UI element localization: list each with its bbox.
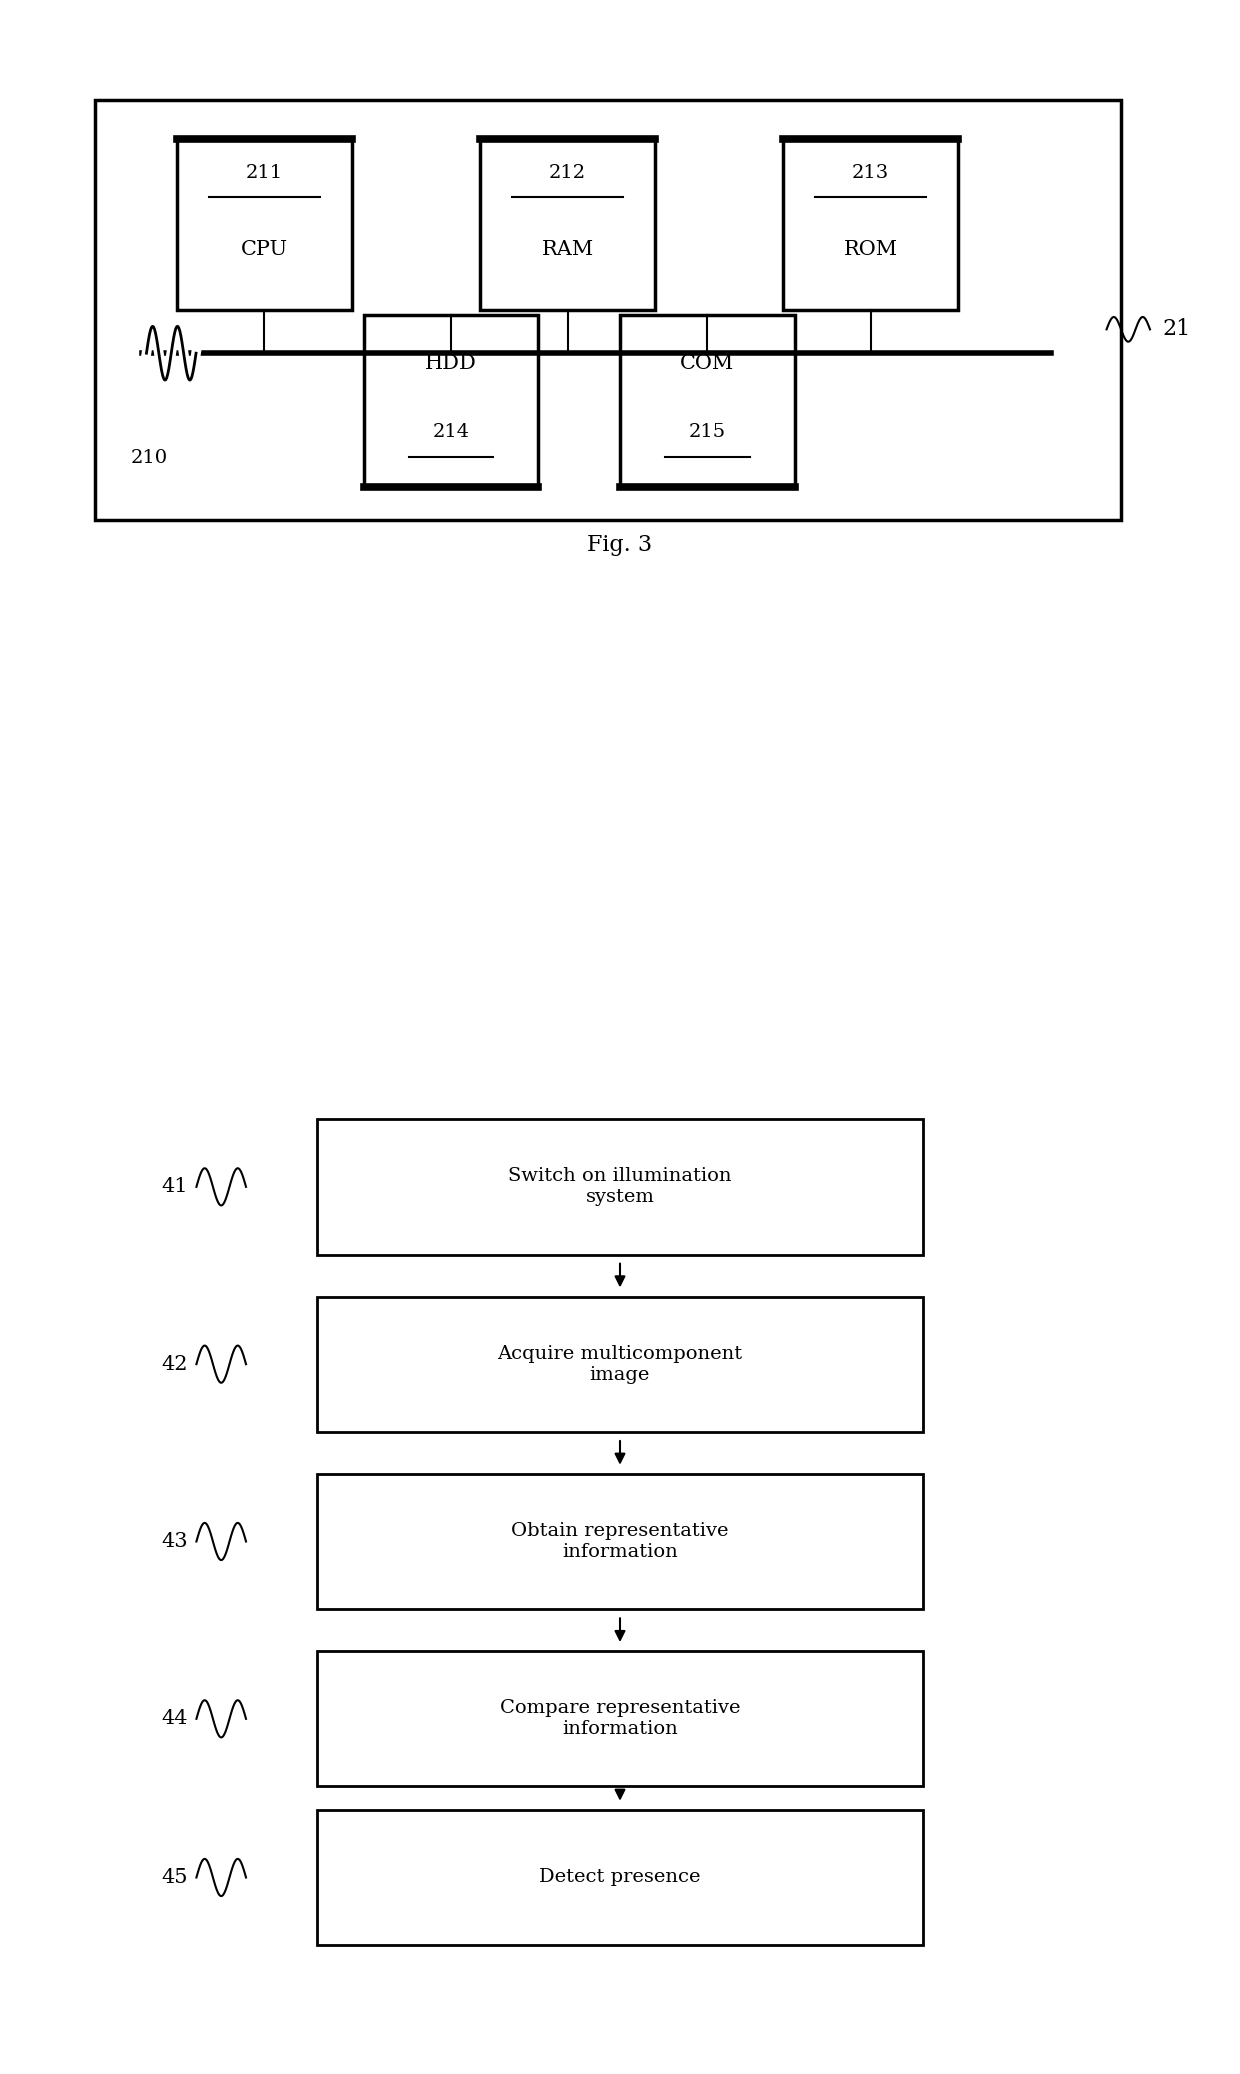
Text: Detect presence: Detect presence <box>539 1869 701 1887</box>
FancyBboxPatch shape <box>317 1296 923 1431</box>
FancyBboxPatch shape <box>177 139 352 311</box>
Text: COM: COM <box>681 355 734 373</box>
Text: 21: 21 <box>1162 317 1190 340</box>
Text: 215: 215 <box>689 423 725 442</box>
Text: 213: 213 <box>852 164 889 183</box>
Text: 44: 44 <box>161 1709 187 1728</box>
Text: ROM: ROM <box>843 241 898 259</box>
FancyBboxPatch shape <box>480 139 655 311</box>
FancyBboxPatch shape <box>317 1475 923 1609</box>
Text: HDD: HDD <box>425 355 477 373</box>
Text: 212: 212 <box>549 164 587 183</box>
Text: Compare representative
information: Compare representative information <box>500 1699 740 1738</box>
Text: 214: 214 <box>433 423 470 442</box>
FancyBboxPatch shape <box>95 100 1121 521</box>
FancyBboxPatch shape <box>620 315 795 487</box>
FancyBboxPatch shape <box>363 315 538 487</box>
Text: RAM: RAM <box>542 241 594 259</box>
Text: 210: 210 <box>130 450 167 467</box>
Text: 41: 41 <box>161 1178 187 1197</box>
FancyBboxPatch shape <box>317 1651 923 1786</box>
Text: Switch on illumination
system: Switch on illumination system <box>508 1168 732 1207</box>
Text: 211: 211 <box>246 164 283 183</box>
Text: CPU: CPU <box>241 241 288 259</box>
Text: 45: 45 <box>161 1869 187 1887</box>
FancyBboxPatch shape <box>317 1811 923 1945</box>
Text: Obtain representative
information: Obtain representative information <box>511 1522 729 1562</box>
Text: Fig. 3: Fig. 3 <box>588 535 652 556</box>
FancyBboxPatch shape <box>784 139 959 311</box>
FancyBboxPatch shape <box>317 1120 923 1255</box>
Text: Acquire multicomponent
image: Acquire multicomponent image <box>497 1344 743 1383</box>
Text: 42: 42 <box>161 1354 187 1373</box>
Text: 43: 43 <box>161 1533 187 1551</box>
